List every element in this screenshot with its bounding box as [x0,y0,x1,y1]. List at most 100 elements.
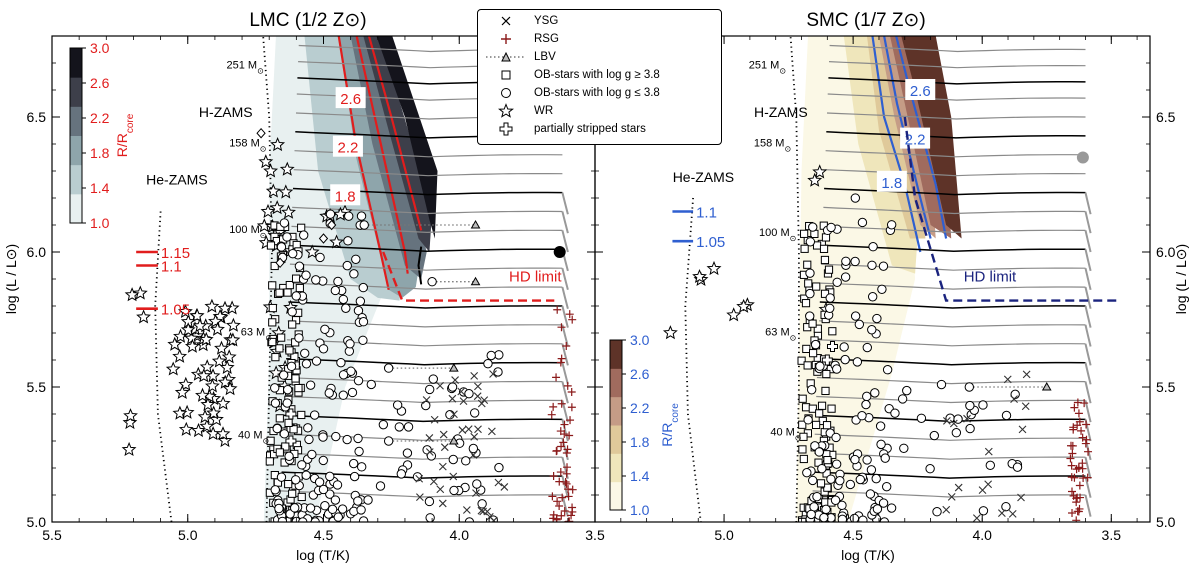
wr-star [726,307,742,322]
ob-circle [425,513,435,522]
ob-circle [331,431,341,442]
ob-circle [469,408,480,418]
ob-circle [278,370,289,380]
x-tick-label: 4.0 [450,527,470,543]
rsg-plus [553,305,562,314]
rsg-plus [565,431,574,440]
rsg-plus [1068,487,1076,496]
ob-circle [850,256,860,267]
ob-square [289,425,298,434]
ob-circle [494,462,504,473]
track-tail [561,343,569,366]
ob-circle [333,512,343,522]
ob-square [291,374,300,383]
legend-item-rsg: RSG [478,31,723,47]
colorbar-tick-label: 3.0 [630,332,650,348]
y-tick-label: 6.5 [1156,109,1176,125]
rsg-plus [1070,403,1079,412]
ysg-x [415,493,424,502]
ob-circle [902,385,912,396]
ysg-x [949,419,958,428]
ysg-x [1018,425,1027,434]
rsg-plus [562,469,571,478]
ob-diamond [326,219,337,231]
he-zams-marker-label: 1.15 [161,245,190,262]
track-endpoint [553,246,566,258]
ysg-x [439,430,448,439]
legend-item-stripped: partially stripped stars [478,121,723,137]
track-grey [282,452,563,460]
ob-circle [332,480,343,490]
ob-square [802,344,811,354]
colorbar-title: R/Rcore [114,113,136,157]
wr-star [256,218,272,233]
ysg-x [470,371,479,380]
ysg-x [942,505,951,514]
wr-star [196,368,212,383]
colorbar-title-main: R/R [114,133,130,157]
ob-square [285,346,294,355]
mass-unit-sub: ⊙ [784,144,791,153]
ob-circle [802,467,812,478]
ob-square [275,288,284,297]
wr-star [215,395,231,410]
ob-circle [872,504,883,514]
legend-label: partially stripped stars [534,123,646,135]
ob-circle [852,357,863,367]
ob-circle [284,451,294,462]
colorbar-title-sub: core [125,113,136,133]
x-tick-label: 3.5 [1102,527,1122,543]
mass-unit-sub: ⊙ [795,433,802,442]
ob-circle [872,313,882,324]
ob-circle [288,248,298,259]
track-tail [1084,381,1092,404]
ob-square [801,299,811,308]
mass-unit: M [251,138,260,150]
ob-circle [358,282,368,293]
track-tail [1084,343,1092,366]
ob-circle [807,475,818,486]
ob-circle [311,356,322,366]
ob-circle [841,256,851,266]
track-grey [827,93,1086,101]
ob-circle [294,333,304,343]
rsg-plus [1069,425,1078,434]
he-zams-marker-label: 1.1 [161,259,182,276]
rsg-plus [568,315,577,324]
smc-panel: 5.0 4.5 4.0 3.5 5.0 5.5 6.0 6.5 1.0 1.4 1.8 2.2 2.6… [594,10,1189,563]
rsg-plus [1068,449,1077,458]
track-black [813,471,1086,479]
ob-circle [344,211,354,221]
ysg-x [474,425,482,434]
ob-circle [426,451,437,461]
ob-circle [493,367,503,377]
ob-square [284,479,293,489]
he-zams-label: He-ZAMS [146,172,207,188]
ob-circle [832,364,842,374]
track-grey [821,263,1086,271]
ob-circle [383,363,394,373]
ob-circle [353,375,364,386]
ysg-x [480,396,489,405]
ob-circle [840,354,850,365]
hd-limit-line [903,116,1117,302]
track-black [819,301,1086,309]
lmc-annotations: 251 M⊙158 M⊙100 M⊙63 M⊙40 M⊙H-ZAMSHe-ZAM… [136,59,562,445]
rsg-plus [1075,481,1084,490]
mass-value: 63 [241,327,256,339]
ob-square [819,244,829,253]
track-tail [1084,211,1092,234]
mass-unit: M [770,59,779,71]
rsg-plus [1066,454,1075,463]
ob-circle [325,209,336,219]
ob-circle [349,269,359,279]
ob-circle [270,383,280,393]
ob-circle [311,275,321,285]
track-black [826,131,1086,139]
ob-circle [325,471,335,482]
mass-value: 100 [759,227,780,239]
ob-square [268,318,277,327]
ob-circle [333,276,343,287]
legend-label: RSG [534,33,559,45]
ysg-x [963,414,971,423]
